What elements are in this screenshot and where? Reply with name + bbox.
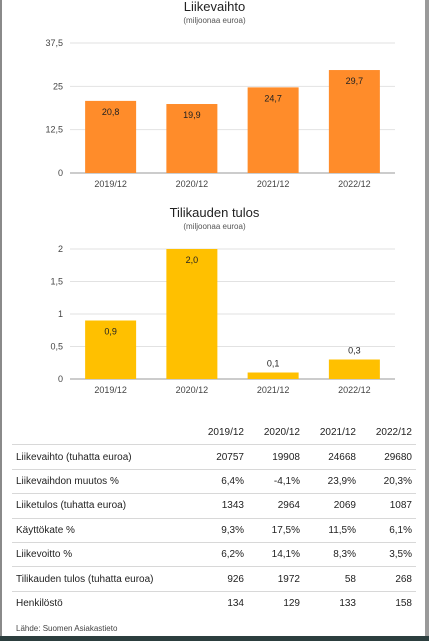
bottom-bar (0, 636, 429, 641)
left-border (0, 0, 2, 641)
y-tick-label: 2 (58, 244, 63, 254)
table-cell: 6,1% (389, 524, 412, 536)
table-cell: 1972 (277, 573, 300, 585)
chart-subtitle-profit: (miljoonaa euroa) (183, 222, 246, 231)
table-cell: 17,5% (271, 524, 300, 536)
table-cell: 2069 (333, 500, 356, 512)
data-label: 19,9 (183, 110, 201, 120)
table-cell: 134 (227, 597, 244, 609)
data-label: 0,3 (348, 346, 361, 356)
row-label: Liikevaihdon muutos % (16, 475, 119, 487)
revenue-bar-chart: 0 12,5 25 37,5 20,8 2019/12 19,9 2020/12 24,7 202… (45, 38, 395, 189)
y-tick-label: 1 (58, 309, 63, 319)
table-cell: 24668 (328, 451, 356, 463)
table-cell: 6,2% (221, 549, 244, 561)
data-label: 0,1 (267, 359, 280, 369)
table-cell: 29680 (384, 451, 412, 463)
table-cell: 8,3% (333, 549, 356, 561)
table-cell: 14,1% (271, 549, 300, 561)
table-cell: 19908 (272, 451, 300, 463)
x-tick-label: 2022/12 (338, 179, 371, 189)
chart-title-profit: Tilikauden tulos (169, 205, 260, 220)
row-label: Käyttökate % (16, 524, 75, 536)
data-label: 0,9 (104, 327, 117, 337)
x-tick-label: 2019/12 (94, 385, 127, 395)
y-tick-label: 0 (58, 374, 63, 384)
data-label: 29,7 (346, 76, 364, 86)
y-tick-label: 1,5 (50, 277, 63, 287)
bar (85, 320, 137, 379)
y-tick-label: 0 (58, 168, 63, 178)
table-row: Käyttökate % 9,3% 17,5% 11,5% 6,1% (12, 518, 416, 542)
table-cell: 20757 (216, 451, 244, 463)
bar (247, 87, 299, 173)
row-label: Henkilöstö (16, 597, 63, 609)
table-row: Liikevoitto % 6,2% 14,1% 8,3% 3,5% (12, 542, 416, 566)
table-cell: 1087 (389, 500, 412, 512)
table-cell: 3,5% (389, 549, 412, 561)
row-label: Liikevoitto % (16, 549, 73, 561)
chart-subtitle-revenue: (miljoonaa euroa) (183, 16, 246, 25)
x-tick-label: 2019/12 (94, 179, 127, 189)
source-note: Lähde: Suomen Asiakastieto (16, 624, 118, 633)
table-cell: 129 (283, 597, 300, 609)
table-cell: -4,1% (273, 475, 300, 487)
y-tick-label: 37,5 (45, 38, 63, 48)
bar (166, 104, 218, 173)
y-tick-label: 12,5 (45, 125, 63, 135)
table-cell: 2964 (277, 500, 300, 512)
table-cell: 9,3% (221, 524, 244, 536)
table-cell: 20,3% (383, 475, 412, 487)
table-cell: 133 (339, 597, 356, 609)
profit-bar-chart: 0 0,5 1 1,5 2 0,9 2019/12 2,0 2020/12 0,1 2021/12 0… (50, 244, 395, 395)
row-label: Liikevaihto (tuhatta euroa) (16, 451, 132, 463)
financial-table: 2019/12 2020/12 2021/12 2022/12 Liikevai… (12, 421, 416, 615)
table-cell: 926 (227, 573, 244, 585)
data-label: 20,8 (102, 107, 120, 117)
table-row: Liiketulos (tuhatta euroa) 1343 2964 206… (12, 493, 416, 518)
table-row: Henkilöstö 134 129 133 158 (12, 591, 416, 615)
table-cell: 158 (395, 597, 412, 609)
table-header-cell: 2020/12 (263, 427, 300, 439)
bar (247, 372, 299, 379)
table-cell: 23,9% (327, 475, 356, 487)
table-cell: 11,5% (328, 524, 356, 536)
y-tick-label: 0,5 (50, 342, 63, 352)
table-cell: 58 (344, 573, 356, 585)
data-label: 24,7 (264, 93, 282, 103)
table-row: Tilikauden tulos (tuhatta euroa) 926 197… (12, 566, 416, 591)
table-header-cell: 2022/12 (375, 427, 412, 439)
table-row: Liikevaihdon muutos % 6,4% -4,1% 23,9% 2… (12, 469, 416, 493)
x-tick-label: 2021/12 (257, 179, 290, 189)
table-cell: 268 (395, 573, 412, 585)
bar (85, 100, 137, 173)
table-header-cell: 2021/12 (319, 427, 356, 439)
data-label: 2,0 (186, 255, 199, 265)
x-tick-label: 2021/12 (257, 385, 290, 395)
right-border (425, 0, 429, 641)
table-cell: 1343 (221, 500, 244, 512)
table-header-cell: 2019/12 (207, 427, 244, 439)
x-tick-label: 2022/12 (338, 385, 371, 395)
table-row: Liikevaihto (tuhatta euroa) 20757 19908 … (12, 444, 416, 469)
bar (166, 249, 218, 379)
x-tick-label: 2020/12 (176, 179, 209, 189)
y-tick-label: 25 (53, 81, 63, 91)
table-header-row: 2019/12 2020/12 2021/12 2022/12 (12, 421, 416, 445)
row-label: Liiketulos (tuhatta euroa) (16, 500, 127, 512)
row-label: Tilikauden tulos (tuhatta euroa) (16, 573, 154, 585)
bar (328, 359, 380, 379)
chart-title-revenue: Liikevaihto (183, 0, 246, 14)
table-cell: 6,4% (221, 475, 244, 487)
x-tick-label: 2020/12 (176, 385, 209, 395)
bar (328, 70, 380, 173)
table-header-cell (12, 421, 192, 445)
